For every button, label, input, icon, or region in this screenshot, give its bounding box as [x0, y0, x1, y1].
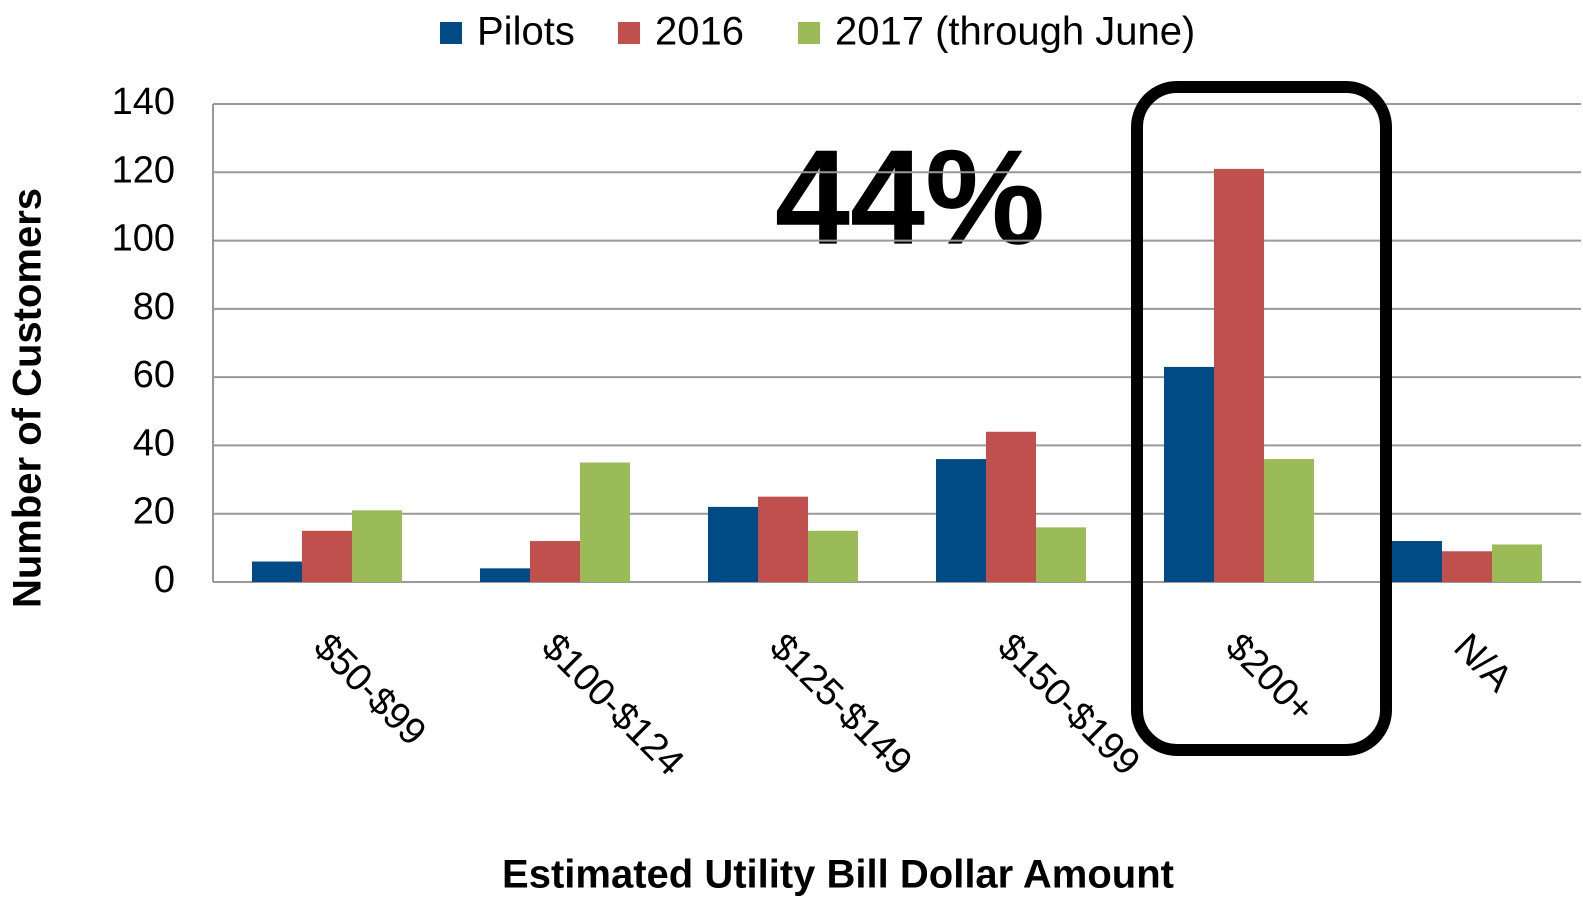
bar [480, 568, 530, 582]
legend-label: 2016 [655, 10, 744, 54]
bar [758, 496, 808, 582]
highlight-box [1131, 81, 1392, 756]
y-tick-label: 20 [133, 491, 175, 533]
bar [1442, 551, 1492, 582]
bar [580, 462, 630, 582]
bar [530, 541, 580, 582]
y-tick-label: 80 [133, 286, 175, 328]
y-tick-label: 140 [112, 81, 175, 123]
legend-label: 2017 (through June) [835, 10, 1195, 54]
y-tick-label: 120 [112, 149, 175, 191]
x-tick-label: $125-$149 [762, 626, 920, 784]
annotation: 44% [775, 122, 1045, 273]
y-tick-label: 100 [112, 218, 175, 260]
legend-swatch [618, 22, 640, 44]
legend-swatch [798, 22, 820, 44]
x-axis-label: Estimated Utility Bill Dollar Amount [502, 853, 1174, 897]
bar [1036, 527, 1086, 582]
bar [936, 459, 986, 582]
legend-label: Pilots [477, 10, 575, 54]
y-axis-label: Number of Customers [6, 188, 50, 608]
bar [986, 431, 1036, 582]
bar [1492, 544, 1542, 582]
y-tick-label: 0 [154, 559, 175, 601]
bar [302, 530, 352, 582]
bar [1392, 541, 1442, 582]
bar [808, 530, 858, 582]
bar [1264, 459, 1314, 582]
bar [1164, 366, 1214, 582]
x-tick-label: $50-$99 [306, 626, 434, 754]
x-tick-label: $200+ [1218, 626, 1323, 731]
bar [352, 510, 402, 582]
y-tick-label: 60 [133, 354, 175, 396]
x-tick-label: $100-$124 [534, 626, 692, 784]
y-tick-label: 40 [133, 422, 175, 464]
bar [1214, 168, 1264, 582]
x-tick-label: $150-$199 [990, 626, 1148, 784]
bar [252, 561, 302, 582]
legend-swatch [440, 22, 462, 44]
bar [708, 506, 758, 582]
x-tick-label: N/A [1446, 626, 1521, 701]
